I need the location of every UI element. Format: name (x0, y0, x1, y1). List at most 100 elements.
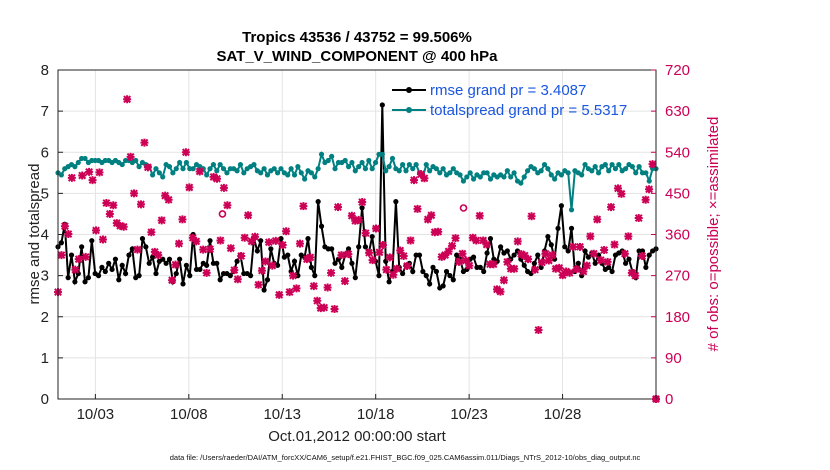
obs-marker (157, 216, 166, 225)
data-point (237, 161, 244, 168)
data-point (214, 260, 220, 266)
obs-marker (399, 251, 408, 260)
data-point (646, 178, 652, 184)
data-point (400, 161, 406, 168)
data-point (352, 275, 358, 281)
obs-marker (147, 228, 156, 237)
data-point (183, 159, 189, 166)
data-point (437, 170, 443, 176)
data-point (207, 166, 213, 172)
data-point (183, 262, 189, 268)
data-point (403, 168, 409, 174)
data-point (271, 166, 277, 172)
obs-possible-marker (459, 204, 468, 212)
data-point (278, 166, 284, 172)
data-point (369, 233, 375, 240)
data-point (345, 164, 352, 170)
data-point (443, 268, 450, 275)
y2-tick-label: 450 (665, 185, 690, 202)
obs-marker (410, 176, 419, 185)
data-point (508, 174, 514, 180)
obs-marker (154, 251, 163, 260)
data-point (210, 161, 217, 168)
series-line (57, 151, 656, 210)
data-point (261, 287, 267, 293)
data-point (362, 166, 369, 172)
data-point (579, 172, 585, 178)
obs-marker (171, 260, 180, 269)
obs-marker (226, 244, 235, 253)
data-point (410, 268, 416, 275)
obs-marker (168, 276, 177, 285)
data-point (197, 266, 203, 273)
data-point (99, 264, 105, 270)
data-point (582, 248, 588, 254)
data-point (177, 159, 183, 166)
obs-marker (299, 202, 308, 211)
data-point (224, 170, 230, 176)
data-point (163, 260, 169, 266)
data-point (386, 164, 392, 170)
obs-marker (589, 249, 598, 258)
obs-marker (607, 203, 616, 212)
data-point (585, 254, 592, 260)
obs-marker (624, 232, 633, 241)
data-point (68, 252, 75, 258)
obs-marker (64, 230, 73, 239)
data-point (440, 283, 446, 289)
data-point (204, 172, 210, 178)
data-point (305, 236, 311, 242)
data-point (102, 268, 108, 275)
data-point (275, 262, 281, 268)
obs-marker (461, 256, 470, 265)
obs-marker (645, 185, 654, 194)
obs-marker (520, 251, 529, 260)
data-file-footnote: data file: /Users/raeder/DAI/ATM_forcXX/… (170, 453, 641, 462)
obs-marker (496, 287, 505, 296)
data-point (332, 260, 338, 266)
data-point (329, 246, 335, 252)
data-point (139, 236, 146, 242)
obs-marker (92, 226, 101, 235)
data-point (268, 246, 274, 252)
obs-marker (403, 262, 412, 271)
chart-title: Tropics 43536 / 43752 = 99.506% (242, 29, 472, 46)
data-point (170, 170, 176, 176)
y2-tick-label: 540 (665, 144, 690, 161)
y-tick-label: 3 (41, 268, 49, 285)
obs-marker (133, 245, 142, 254)
data-point (285, 172, 291, 178)
obs-marker (392, 264, 401, 273)
data-point (318, 223, 325, 229)
data-point (143, 244, 149, 250)
data-point (204, 262, 210, 268)
data-point (433, 166, 439, 172)
obs-marker (268, 261, 277, 270)
data-point (622, 166, 629, 172)
data-point (318, 151, 325, 157)
data-point (433, 268, 439, 275)
data-point (149, 172, 156, 178)
data-point (295, 273, 301, 279)
data-point (315, 199, 321, 205)
obs-marker (240, 233, 249, 242)
obs-marker (295, 239, 304, 248)
data-point (156, 170, 162, 176)
data-point (291, 172, 298, 178)
data-point (535, 252, 541, 258)
data-point (447, 273, 453, 279)
obs-marker (230, 266, 239, 275)
obs-marker (582, 261, 591, 270)
obs-marker (565, 268, 574, 277)
data-point (606, 264, 612, 270)
obs-marker (620, 249, 629, 258)
data-point (629, 164, 635, 170)
obs-marker (78, 171, 87, 180)
obs-marker (396, 246, 405, 255)
data-point (413, 161, 419, 168)
data-point (440, 166, 446, 172)
obs-marker (257, 266, 266, 275)
data-point (116, 277, 122, 283)
obs-marker (558, 271, 567, 280)
obs-marker (575, 242, 584, 251)
